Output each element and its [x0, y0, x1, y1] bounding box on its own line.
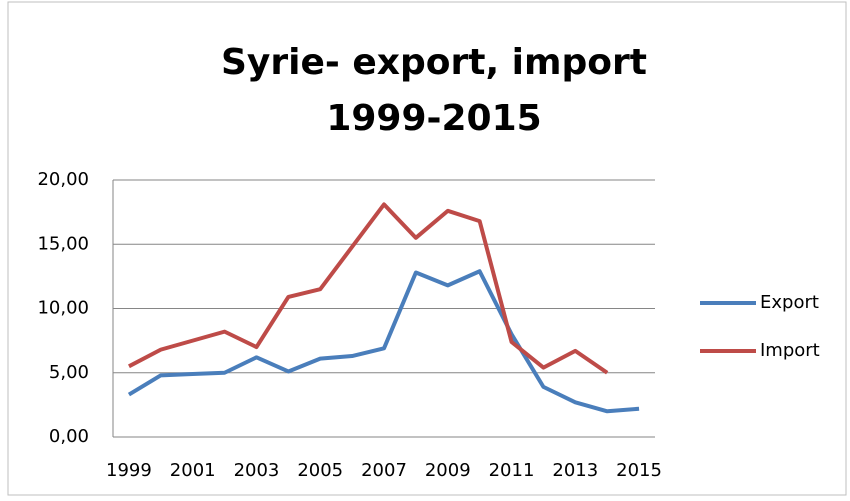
x-tick-label: 2009: [425, 460, 471, 481]
series-line: [128, 202, 609, 375]
x-tick-label: 2011: [489, 460, 535, 481]
x-tick-label: 2003: [234, 460, 280, 481]
x-tick-label: 2001: [170, 460, 216, 481]
y-tick-label: 15,00: [37, 233, 89, 254]
legend-label: Import: [760, 340, 820, 361]
chart-title: 1999-2015: [326, 98, 541, 139]
y-tick-label: 5,00: [49, 362, 89, 383]
x-tick-label: 2005: [297, 460, 343, 481]
chart-title: Syrie- export, import: [221, 42, 647, 83]
chart-frame: [7, 1, 847, 496]
y-tick-label: 10,00: [37, 298, 89, 319]
x-tick-label: 2015: [616, 460, 662, 481]
y-tick-label: 0,00: [49, 426, 89, 447]
series-line: [127, 269, 640, 414]
legend-label: Export: [760, 292, 819, 313]
y-tick-label: 20,00: [37, 169, 89, 190]
x-tick-label: 1999: [106, 460, 152, 481]
x-tick-label: 2007: [361, 460, 407, 481]
x-tick-label: 2013: [552, 460, 598, 481]
